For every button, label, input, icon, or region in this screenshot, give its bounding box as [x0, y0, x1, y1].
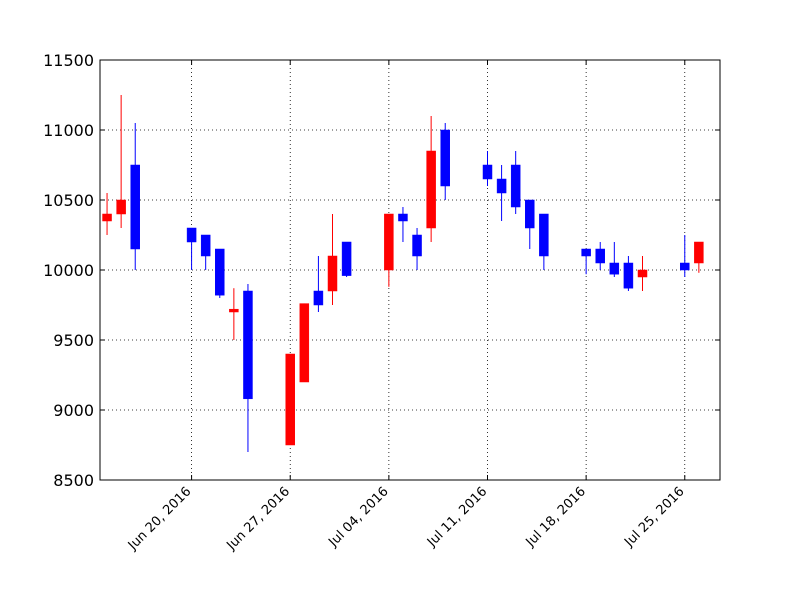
candle-body-up [299, 303, 310, 383]
candle-body-up [285, 353, 295, 446]
candle-body-up [384, 213, 394, 271]
candle-body-up [694, 241, 704, 264]
candle-body-down [539, 213, 549, 257]
candle-body-down [243, 290, 253, 400]
candle-body-down [200, 234, 211, 257]
candle-body-up [637, 269, 648, 278]
y-tick-label: 8500 [53, 471, 94, 490]
candle-body-down [609, 262, 620, 275]
candle-body-down [440, 129, 450, 187]
candle-body-down [398, 213, 408, 222]
candle-body-down [482, 164, 493, 180]
candle-body-down [130, 164, 140, 250]
candle-body-up [229, 308, 239, 313]
candles-group [102, 95, 704, 452]
candle-body-down [510, 164, 521, 208]
y-tick-label: 10000 [43, 261, 94, 280]
candle-body-down [581, 248, 591, 257]
candle-body-down [525, 199, 535, 229]
candle-body-up [102, 213, 112, 222]
candle-body-down [186, 227, 197, 243]
y-tick-label: 11000 [43, 121, 94, 140]
y-tick-label: 9000 [53, 401, 94, 420]
candle-body-up [327, 255, 338, 292]
candle-body-down [412, 234, 422, 257]
candle-body-up [116, 199, 126, 215]
candle-body-down [313, 290, 324, 306]
candle-body-down [341, 241, 352, 276]
y-tick-label: 9500 [53, 331, 94, 350]
candle-body-down [623, 262, 634, 289]
candle-body-down [595, 248, 605, 264]
candle-body-down [680, 262, 690, 271]
y-tick-label: 11500 [43, 51, 94, 70]
candle-body-down [215, 248, 225, 296]
y-tick-label: 10500 [43, 191, 94, 210]
candle-body-up [426, 150, 436, 229]
candle-body-down [496, 178, 507, 194]
